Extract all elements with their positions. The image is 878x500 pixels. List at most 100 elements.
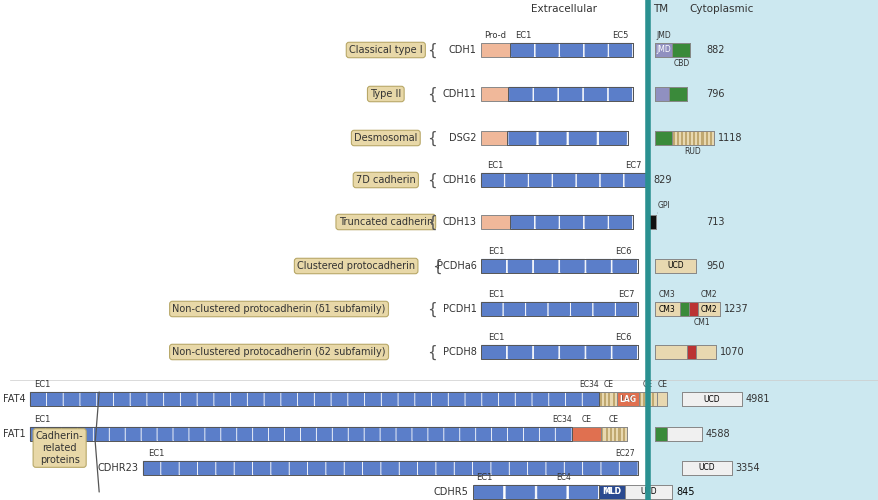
Text: 7D cadherin: 7D cadherin: [356, 175, 415, 185]
FancyBboxPatch shape: [230, 392, 248, 406]
FancyBboxPatch shape: [157, 426, 174, 442]
Bar: [609, 427, 611, 441]
FancyBboxPatch shape: [363, 426, 380, 442]
Bar: [672, 131, 713, 145]
Text: 882: 882: [705, 45, 723, 55]
Text: GPI: GPI: [657, 201, 670, 210]
Text: JMD: JMD: [655, 31, 670, 40]
FancyBboxPatch shape: [459, 426, 476, 442]
Bar: [672, 131, 673, 145]
FancyBboxPatch shape: [431, 392, 449, 406]
FancyBboxPatch shape: [414, 392, 432, 406]
FancyBboxPatch shape: [417, 460, 435, 475]
FancyBboxPatch shape: [263, 392, 281, 406]
FancyBboxPatch shape: [464, 392, 482, 406]
FancyBboxPatch shape: [491, 460, 509, 475]
FancyBboxPatch shape: [247, 392, 264, 406]
Bar: [672, 43, 689, 57]
FancyBboxPatch shape: [539, 426, 556, 442]
Bar: [654, 302, 719, 316]
FancyBboxPatch shape: [473, 484, 503, 500]
Bar: [507, 87, 632, 101]
FancyBboxPatch shape: [559, 214, 583, 230]
Text: Type II: Type II: [370, 89, 401, 99]
Text: CDH13: CDH13: [443, 217, 476, 227]
FancyBboxPatch shape: [615, 302, 637, 316]
FancyBboxPatch shape: [533, 258, 558, 274]
Bar: [654, 427, 666, 441]
Bar: [30, 427, 571, 441]
FancyBboxPatch shape: [270, 460, 289, 475]
Bar: [647, 392, 649, 406]
FancyBboxPatch shape: [46, 426, 62, 442]
FancyBboxPatch shape: [584, 42, 608, 58]
FancyBboxPatch shape: [362, 460, 381, 475]
Text: {: {: [427, 344, 436, 360]
Bar: [709, 131, 711, 145]
Bar: [654, 302, 680, 316]
Bar: [624, 485, 672, 499]
FancyBboxPatch shape: [527, 460, 546, 475]
Bar: [647, 215, 655, 229]
FancyBboxPatch shape: [454, 460, 472, 475]
Bar: [480, 345, 637, 359]
FancyBboxPatch shape: [379, 426, 396, 442]
Bar: [669, 87, 687, 101]
Bar: [684, 131, 687, 145]
FancyBboxPatch shape: [502, 302, 525, 316]
FancyBboxPatch shape: [381, 392, 399, 406]
FancyBboxPatch shape: [576, 172, 599, 188]
FancyBboxPatch shape: [316, 426, 333, 442]
FancyBboxPatch shape: [97, 392, 114, 406]
FancyBboxPatch shape: [548, 302, 570, 316]
Bar: [480, 302, 637, 316]
Bar: [688, 131, 690, 145]
Bar: [654, 427, 702, 441]
Bar: [480, 345, 637, 359]
FancyBboxPatch shape: [480, 258, 506, 274]
FancyBboxPatch shape: [113, 392, 131, 406]
FancyBboxPatch shape: [584, 214, 608, 230]
Text: Cytoplasmic: Cytoplasmic: [689, 4, 753, 14]
Text: EC1: EC1: [33, 380, 50, 389]
Text: 713: 713: [705, 217, 723, 227]
FancyBboxPatch shape: [130, 392, 148, 406]
Bar: [688, 302, 697, 316]
FancyBboxPatch shape: [491, 426, 507, 442]
Text: CM1: CM1: [693, 318, 709, 327]
Bar: [480, 43, 510, 57]
FancyBboxPatch shape: [480, 344, 506, 360]
FancyBboxPatch shape: [583, 86, 607, 102]
Bar: [654, 87, 669, 101]
FancyBboxPatch shape: [163, 392, 181, 406]
FancyBboxPatch shape: [555, 426, 572, 442]
Bar: [701, 131, 702, 145]
FancyBboxPatch shape: [535, 42, 558, 58]
Bar: [142, 461, 637, 475]
FancyBboxPatch shape: [448, 392, 465, 406]
Bar: [507, 131, 627, 145]
Text: JMD: JMD: [655, 46, 670, 54]
FancyBboxPatch shape: [507, 130, 536, 146]
FancyBboxPatch shape: [147, 392, 164, 406]
FancyBboxPatch shape: [300, 426, 317, 442]
Bar: [680, 131, 682, 145]
FancyBboxPatch shape: [537, 130, 566, 146]
Bar: [480, 215, 510, 229]
FancyBboxPatch shape: [348, 426, 364, 442]
Text: FAT1: FAT1: [4, 429, 26, 439]
Bar: [472, 485, 599, 499]
FancyBboxPatch shape: [585, 258, 610, 274]
FancyBboxPatch shape: [608, 42, 632, 58]
FancyBboxPatch shape: [608, 86, 632, 102]
Text: UCD: UCD: [640, 488, 656, 496]
Text: CDH11: CDH11: [443, 89, 476, 99]
Bar: [638, 392, 656, 406]
FancyBboxPatch shape: [598, 130, 627, 146]
Bar: [681, 392, 741, 406]
Bar: [696, 131, 699, 145]
FancyBboxPatch shape: [545, 460, 564, 475]
Text: EC1: EC1: [486, 161, 503, 170]
FancyBboxPatch shape: [298, 392, 314, 406]
Text: CDHR23: CDHR23: [97, 463, 139, 473]
